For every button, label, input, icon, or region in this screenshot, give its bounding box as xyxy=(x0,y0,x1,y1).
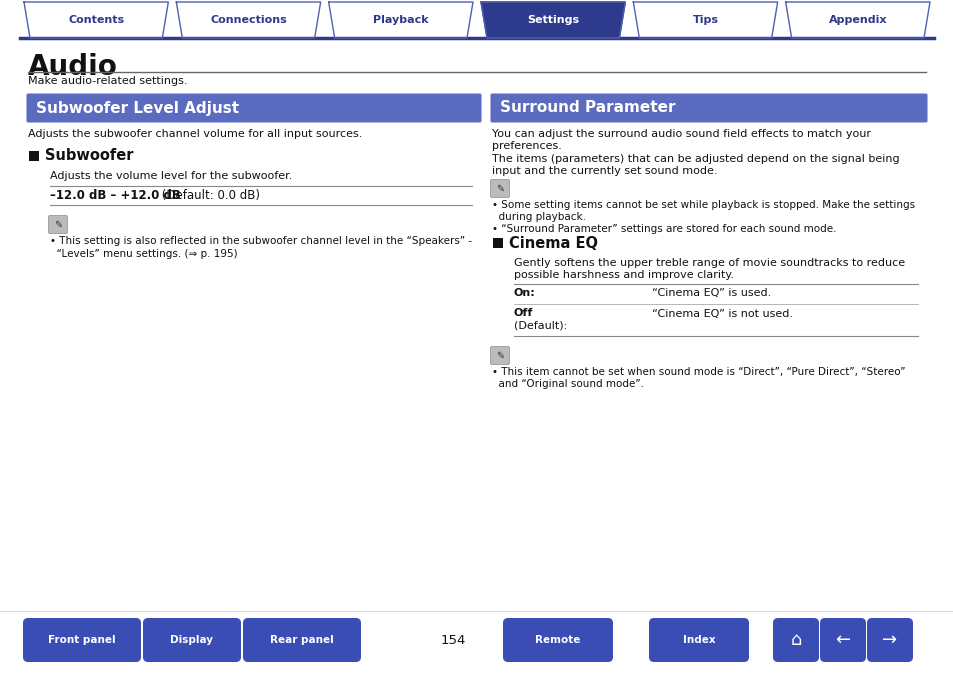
Text: Display: Display xyxy=(171,635,213,645)
FancyBboxPatch shape xyxy=(820,618,865,662)
Text: Remote: Remote xyxy=(535,635,580,645)
Text: Off: Off xyxy=(514,308,533,318)
Text: Subwoofer Level Adjust: Subwoofer Level Adjust xyxy=(36,100,239,116)
Text: Tips: Tips xyxy=(692,15,718,25)
Text: “Cinema EQ” is not used.: “Cinema EQ” is not used. xyxy=(651,309,792,319)
FancyBboxPatch shape xyxy=(49,215,68,234)
Text: ✎: ✎ xyxy=(54,219,62,229)
Text: The items (parameters) that can be adjusted depend on the signal being: The items (parameters) that can be adjus… xyxy=(492,154,899,164)
Text: ✎: ✎ xyxy=(496,351,503,361)
Text: Adjusts the volume level for the subwoofer.: Adjusts the volume level for the subwoof… xyxy=(50,171,292,181)
Text: preferences.: preferences. xyxy=(492,141,561,151)
Text: →: → xyxy=(882,631,897,649)
Text: ←: ← xyxy=(835,631,850,649)
FancyBboxPatch shape xyxy=(648,618,748,662)
Text: Front panel: Front panel xyxy=(49,635,115,645)
Text: Audio: Audio xyxy=(28,53,118,81)
Text: Surround Parameter: Surround Parameter xyxy=(499,100,675,116)
Text: • This setting is also reflected in the subwoofer channel level in the “Speakers: • This setting is also reflected in the … xyxy=(50,236,472,246)
FancyBboxPatch shape xyxy=(27,94,481,122)
Text: 154: 154 xyxy=(440,633,465,647)
Text: • This item cannot be set when sound mode is “Direct”, “Pure Direct”, “Stereo”: • This item cannot be set when sound mod… xyxy=(492,367,904,377)
Text: during playback.: during playback. xyxy=(492,212,585,222)
Polygon shape xyxy=(329,2,473,38)
FancyBboxPatch shape xyxy=(143,618,241,662)
Text: input and the currently set sound mode.: input and the currently set sound mode. xyxy=(492,166,717,176)
FancyBboxPatch shape xyxy=(490,180,509,197)
Bar xyxy=(29,151,39,161)
Text: Gently softens the upper treble range of movie soundtracks to reduce: Gently softens the upper treble range of… xyxy=(514,258,904,268)
Text: Contents: Contents xyxy=(68,15,124,25)
Polygon shape xyxy=(24,2,168,38)
Text: –12.0 dB – +12.0 dB: –12.0 dB – +12.0 dB xyxy=(50,189,181,202)
Text: Make audio-related settings.: Make audio-related settings. xyxy=(28,76,188,86)
FancyBboxPatch shape xyxy=(23,618,141,662)
FancyBboxPatch shape xyxy=(490,347,509,365)
Text: Cinema EQ: Cinema EQ xyxy=(509,236,598,250)
Text: possible harshness and improve clarity.: possible harshness and improve clarity. xyxy=(514,270,733,280)
Polygon shape xyxy=(480,2,624,38)
Text: Subwoofer: Subwoofer xyxy=(45,149,133,164)
FancyBboxPatch shape xyxy=(866,618,912,662)
FancyBboxPatch shape xyxy=(243,618,360,662)
Text: (Default):: (Default): xyxy=(514,320,567,330)
Text: Playback: Playback xyxy=(373,15,428,25)
Bar xyxy=(493,238,502,248)
Text: “Levels” menu settings. (⇒ p. 195): “Levels” menu settings. (⇒ p. 195) xyxy=(50,249,237,259)
FancyBboxPatch shape xyxy=(490,94,926,122)
Polygon shape xyxy=(176,2,320,38)
Text: “Cinema EQ” is used.: “Cinema EQ” is used. xyxy=(651,288,770,298)
Text: Appendix: Appendix xyxy=(828,15,886,25)
Text: ⌂: ⌂ xyxy=(789,631,801,649)
Text: Index: Index xyxy=(682,635,715,645)
Text: ✎: ✎ xyxy=(496,184,503,194)
Polygon shape xyxy=(633,2,777,38)
Text: • “Surround Parameter” settings are stored for each sound mode.: • “Surround Parameter” settings are stor… xyxy=(492,224,836,234)
Text: Settings: Settings xyxy=(527,15,578,25)
Text: • Some setting items cannot be set while playback is stopped. Make the settings: • Some setting items cannot be set while… xyxy=(492,200,914,210)
Text: (Default: 0.0 dB): (Default: 0.0 dB) xyxy=(158,189,260,202)
FancyBboxPatch shape xyxy=(772,618,818,662)
Text: Rear panel: Rear panel xyxy=(270,635,334,645)
Text: and “Original sound mode”.: and “Original sound mode”. xyxy=(492,379,643,389)
Polygon shape xyxy=(785,2,929,38)
Text: You can adjust the surround audio sound field effects to match your: You can adjust the surround audio sound … xyxy=(492,129,870,139)
Text: Adjusts the subwoofer channel volume for all input sources.: Adjusts the subwoofer channel volume for… xyxy=(28,129,362,139)
Text: On:: On: xyxy=(514,288,536,298)
FancyBboxPatch shape xyxy=(502,618,613,662)
Text: Connections: Connections xyxy=(210,15,287,25)
